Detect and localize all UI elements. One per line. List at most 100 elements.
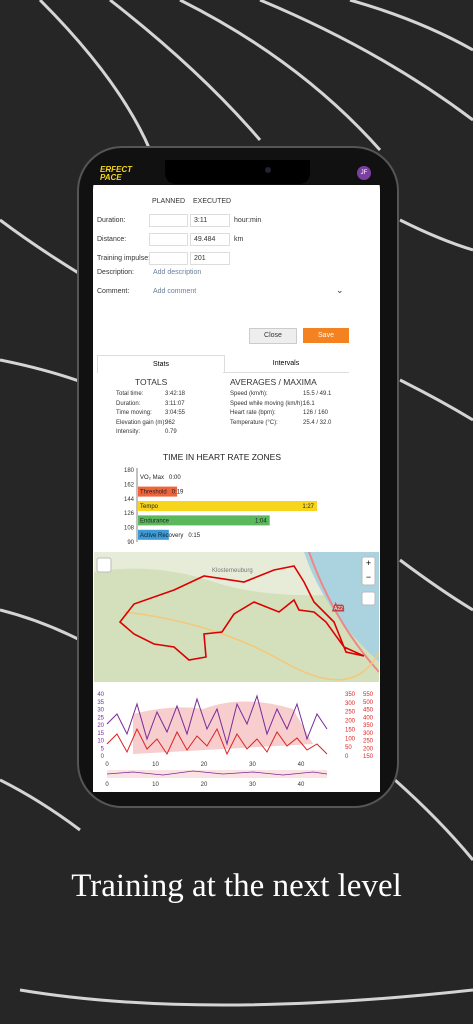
y-tick-label: 10 — [97, 739, 104, 745]
x-tick-label: 30 — [249, 782, 256, 788]
value-label: 1:27 — [302, 504, 314, 510]
y-tick-label: 40 — [97, 692, 104, 698]
x-tick-label: 40 — [298, 782, 305, 788]
x-tick-label: 20 — [201, 782, 208, 788]
avatar[interactable]: JF — [357, 166, 371, 180]
column-header: EXECUTED — [193, 198, 232, 205]
stat-label: Heart rate (bpm): — [230, 410, 276, 417]
y-tick-label: 108 — [124, 526, 135, 532]
y3-tick-label: 200 — [363, 746, 374, 752]
map[interactable]: Klosterneuburg A22 + − — [94, 552, 379, 682]
bar — [138, 501, 317, 511]
field-label: Distance: — [97, 236, 127, 243]
zoom-in[interactable]: + — [366, 558, 371, 568]
description-input[interactable]: Add description — [153, 269, 202, 276]
stat-value: 962 — [165, 419, 176, 426]
stat-label: Intensity: — [116, 429, 141, 436]
zoom-out[interactable]: − — [366, 572, 371, 582]
stat-value: 126 / 160 — [303, 410, 329, 417]
zone-label: VO₂ Max — [140, 475, 164, 481]
stat-label: Total time: — [116, 391, 144, 397]
value-label: 0:19 — [172, 490, 184, 496]
y-tick-label: 126 — [124, 511, 135, 517]
unit: hour:min — [234, 217, 262, 224]
zone-label: Endurance — [140, 518, 170, 524]
stat-label: Temperature (°C): — [230, 419, 278, 426]
stat-value: 25.4 / 32.0 — [303, 419, 332, 426]
y-tick-label: 30 — [97, 708, 104, 714]
stat-value: 0.79 — [165, 429, 177, 436]
y-tick-label: 162 — [124, 482, 135, 488]
zone-label: Tempo — [140, 504, 159, 510]
y3-tick-label: 550 — [363, 692, 374, 698]
x-tick-label: 40 — [298, 762, 305, 768]
zone-label: Active Recovery — [140, 533, 183, 539]
hr-chart: TIME IN HEART RATE ZONES 180 162 144 126 108… — [124, 452, 317, 546]
logo: ERFECT PACE — [100, 165, 132, 182]
executed-input[interactable]: 3:11 — [190, 214, 230, 227]
stat-value: 16.1 — [303, 400, 315, 407]
fullscreen[interactable] — [361, 591, 376, 606]
y-tick-label: 90 — [127, 540, 134, 546]
y-tick-label: 144 — [124, 497, 135, 503]
stat-label: Duration: — [116, 400, 141, 407]
y3-tick-label: 400 — [363, 715, 374, 721]
caption: Training at the next level — [71, 868, 402, 904]
y-tick-label: 0 — [101, 754, 105, 760]
executed-input[interactable]: 201 — [190, 252, 230, 265]
y2-tick-label: 150 — [345, 727, 356, 733]
section-title: AVERAGES / MAXIMA — [230, 377, 317, 387]
y3-tick-label: 150 — [363, 754, 374, 760]
comment-input[interactable]: Add comment — [153, 288, 197, 295]
y3-tick-label: 450 — [363, 708, 374, 714]
x-tick-label: 10 — [152, 762, 159, 768]
chart-title: TIME IN HEART RATE ZONES — [163, 452, 281, 462]
column-header: PLANNED — [152, 198, 186, 205]
close-button[interactable]: Close — [249, 328, 297, 344]
stat-value: 15.5 / 49.1 — [303, 391, 332, 397]
y2-tick-label: 350 — [345, 692, 356, 698]
executed-input[interactable]: 49.484 — [190, 233, 230, 246]
activity-graph: 0510152025303540050100150200250300350150… — [93, 684, 380, 792]
section-title: TOTALS — [135, 377, 168, 387]
stat-label: Speed while moving (km/h): — [230, 400, 305, 407]
x-tick-label: 30 — [249, 762, 256, 768]
bar — [138, 486, 178, 497]
stat-value: 3:11:07 — [165, 400, 185, 407]
field-label: Duration: — [97, 217, 126, 224]
value-label: 1:04 — [255, 518, 267, 524]
y-tick-label: 20 — [97, 723, 104, 729]
planned-input[interactable] — [149, 214, 188, 227]
y2-tick-label: 250 — [345, 710, 356, 716]
tab[interactable]: Intervals — [223, 355, 349, 373]
tab[interactable]: Stats — [97, 355, 225, 373]
value-label: 0:00 — [169, 475, 181, 481]
bar — [138, 529, 169, 540]
planned-input[interactable] — [149, 252, 188, 265]
y-tick-label: 5 — [101, 746, 105, 752]
field-label: Description: — [97, 269, 134, 276]
save-button[interactable]: Save — [303, 328, 349, 343]
y3-tick-label: 250 — [363, 739, 374, 745]
y3-tick-label: 350 — [363, 723, 374, 729]
bar — [138, 515, 270, 526]
chevron[interactable]: ⌄ — [336, 285, 344, 295]
x-tick-label: 0 — [105, 782, 109, 788]
stat-label: Time moving: — [116, 410, 152, 417]
y-tick-label: 180 — [124, 468, 135, 474]
zone-label: Threshold — [140, 490, 167, 496]
x-tick-label: 0 — [105, 762, 109, 768]
stat-label: Elevation gain (m): — [116, 419, 167, 426]
field-label: Training impulse: — [97, 255, 151, 262]
planned-input[interactable] — [149, 233, 188, 246]
stat-value: 3:04:55 — [165, 410, 186, 417]
value-label: 0:15 — [188, 533, 200, 539]
y3-tick-label: 300 — [363, 731, 374, 737]
unit: km — [234, 236, 244, 243]
y2-tick-label: 100 — [345, 736, 356, 742]
y-tick-label: 25 — [97, 715, 104, 721]
stat-value: 3:42:18 — [165, 391, 186, 397]
stat-label: Speed (km/h): — [230, 391, 268, 397]
field-label: Comment: — [97, 288, 130, 295]
